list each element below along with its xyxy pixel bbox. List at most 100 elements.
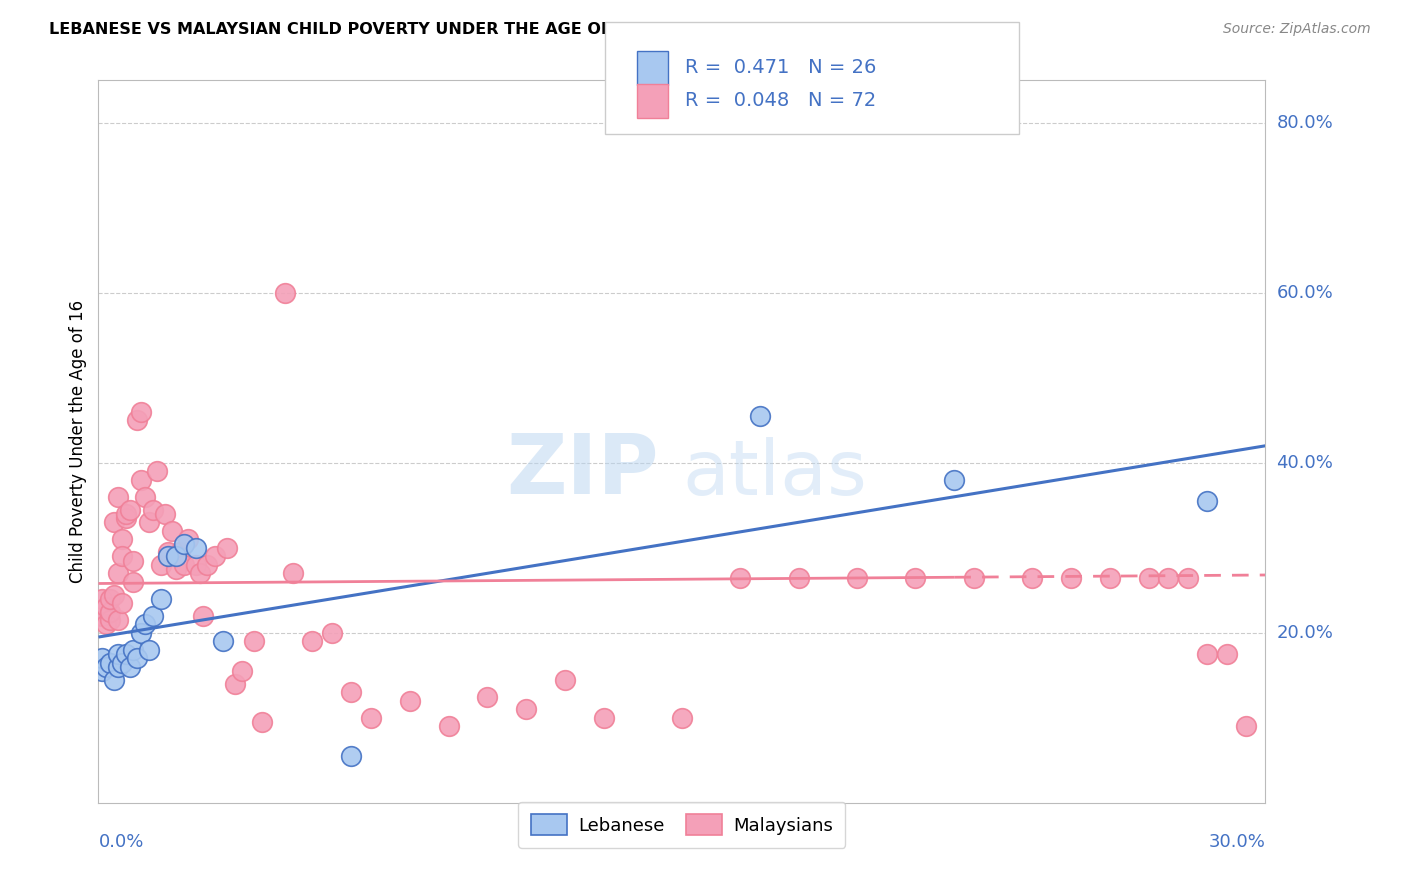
Point [195,558,218,572]
Point [398,694,420,708]
Point [215,541,238,555]
Point [107,647,129,661]
Point [173,558,195,572]
Point [142,502,165,516]
Point [111,533,134,547]
Point [184,558,207,572]
Point [477,690,499,704]
Y-axis label: Child Poverty Under the Age of 16: Child Poverty Under the Age of 16 [69,300,87,583]
Point [340,749,363,764]
Point [593,711,616,725]
Point [107,490,129,504]
Point [129,625,152,640]
Point [107,660,129,674]
Point [98,605,121,619]
Point [157,549,180,564]
Point [515,702,537,716]
Point [1234,719,1257,733]
Point [554,673,576,687]
Point [787,570,810,584]
Point [1060,570,1083,584]
Point [301,634,323,648]
Point [91,664,114,678]
Point [146,464,169,478]
Point [1021,570,1043,584]
Text: atlas: atlas [682,437,866,511]
Point [748,409,770,423]
Point [321,625,343,640]
Point [122,553,145,567]
Point [129,473,152,487]
Point [118,502,141,516]
Point [134,490,156,504]
Point [103,588,125,602]
Point [96,617,118,632]
Point [162,524,184,538]
Point [138,516,160,530]
Point [149,558,172,572]
Text: LEBANESE VS MALAYSIAN CHILD POVERTY UNDER THE AGE OF 16 CORRELATION CHART: LEBANESE VS MALAYSIAN CHILD POVERTY UNDE… [49,22,838,37]
Point [360,711,382,725]
Text: 60.0%: 60.0% [1277,284,1333,301]
Point [111,596,134,610]
Point [134,617,156,632]
Point [127,413,149,427]
Point [103,516,125,530]
Point [142,608,165,623]
Point [98,591,121,606]
Point [437,719,460,733]
Point [1137,570,1160,584]
Point [111,549,134,564]
Point [281,566,304,581]
Point [846,570,869,584]
Text: 40.0%: 40.0% [1277,454,1333,472]
Point [165,562,187,576]
Point [212,634,235,648]
Point [96,600,118,615]
Point [177,533,200,547]
Point [157,545,180,559]
Text: R =  0.471   N = 26: R = 0.471 N = 26 [685,58,876,78]
Text: ZIP: ZIP [506,430,658,511]
Point [1098,570,1121,584]
Point [122,642,145,657]
Point [98,656,121,670]
Point [231,664,253,678]
Point [114,647,136,661]
Point [165,549,187,564]
Point [943,473,966,487]
Point [274,285,297,300]
Text: 30.0%: 30.0% [1209,833,1265,851]
Point [730,570,752,584]
Text: Source: ZipAtlas.com: Source: ZipAtlas.com [1223,22,1371,37]
Point [111,656,134,670]
Point [91,591,114,606]
Point [1195,647,1218,661]
Point [904,570,927,584]
Point [188,566,211,581]
Point [118,660,141,674]
Point [204,549,226,564]
Point [149,591,172,606]
Point [224,677,246,691]
Point [153,507,176,521]
Point [91,651,114,665]
Point [107,613,129,627]
Point [98,613,121,627]
Point [169,545,191,559]
Point [340,685,363,699]
Point [91,608,114,623]
Point [103,673,125,687]
Point [1195,494,1218,508]
Legend: Lebanese, Malaysians: Lebanese, Malaysians [519,802,845,848]
Point [122,574,145,589]
Text: 20.0%: 20.0% [1277,624,1333,642]
Text: 80.0%: 80.0% [1277,114,1333,132]
Point [138,642,160,657]
Point [962,570,984,584]
Point [243,634,266,648]
Point [193,608,215,623]
Point [96,660,118,674]
Point [127,651,149,665]
Point [114,511,136,525]
